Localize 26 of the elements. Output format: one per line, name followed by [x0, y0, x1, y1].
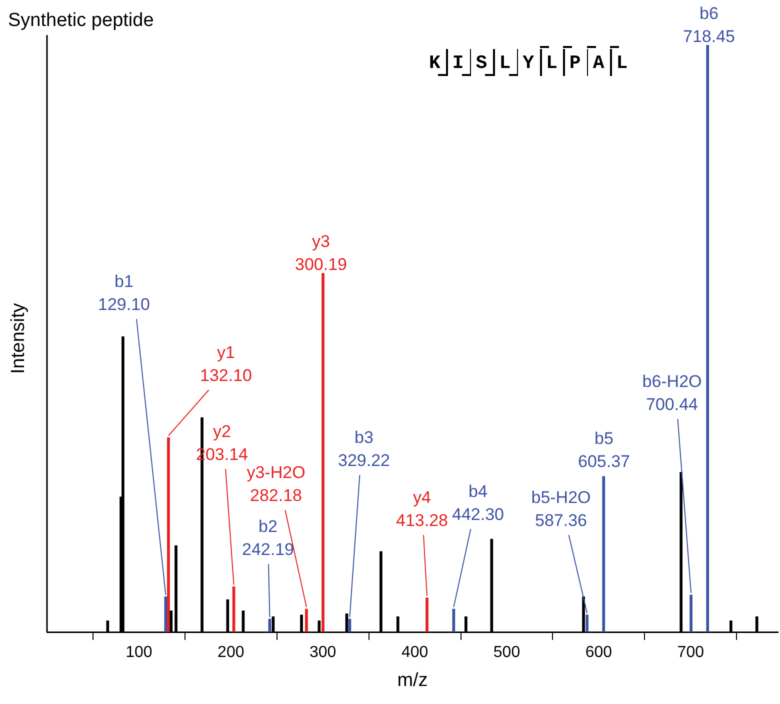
x-tick-label: 700: [677, 644, 704, 662]
annotation: b6-H2O 700.44: [642, 372, 702, 414]
annotation: y4 413.28: [396, 488, 448, 530]
annotation: b6 718.45: [683, 4, 735, 46]
bar: [322, 273, 324, 632]
bar: [602, 476, 606, 632]
x-tick-label: 200: [218, 644, 244, 662]
annotation: b1 129.10: [98, 272, 150, 314]
x-tick-label: 600: [585, 644, 612, 662]
x-tick-label: 100: [126, 644, 152, 662]
bar: [305, 608, 308, 632]
x-tick-label: 500: [493, 644, 520, 662]
x-axis-title: m/z: [397, 670, 428, 691]
annotation: b3 329.22: [338, 428, 390, 470]
x-tick-label: 400: [401, 644, 428, 662]
x-tick-label: 300: [309, 644, 336, 662]
annotation: y1 132.10: [200, 343, 252, 385]
y-axis-title: Intensity: [8, 302, 29, 374]
annotation: b5-H2O 587.36: [531, 488, 591, 530]
annotation: y3 300.19: [295, 232, 347, 274]
bar: [706, 45, 710, 632]
chart-title: Synthetic peptide: [8, 10, 154, 31]
annotation: b2 242.19: [242, 517, 294, 559]
annotation: b5 605.37: [578, 429, 630, 471]
annotation: b4 442.30: [452, 482, 504, 524]
annotation: y3-H2O 282.18: [246, 463, 306, 505]
